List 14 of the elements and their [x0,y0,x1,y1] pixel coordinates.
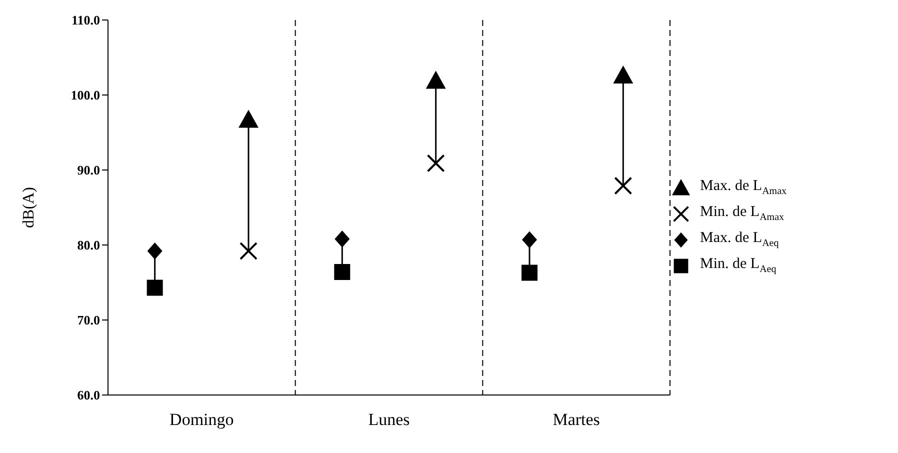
y-tick-label: 110.0 [71,12,100,28]
y-tick-label: 60.0 [77,388,100,403]
x-tick-label: Lunes [368,410,410,430]
legend-label: Max. de L$_{Aeq}$ [700,230,779,249]
legend-label: Max. de L$_{Amax}$ [700,178,787,197]
x-tick-label: Martes [552,410,600,430]
y-tick-label: 100.0 [70,88,100,103]
x-tick-label: Domingo [170,410,234,430]
legend-label: Min. de L$_{Aeq}$ [700,256,776,275]
legend-label: Min. de L$_{Amax}$ [700,204,784,223]
y-tick-label: 80.0 [77,238,100,253]
y-tick-label: 70.0 [77,312,100,328]
y-axis-title: dB(A) [20,187,38,228]
y-tick-label: 90.0 [77,162,100,178]
